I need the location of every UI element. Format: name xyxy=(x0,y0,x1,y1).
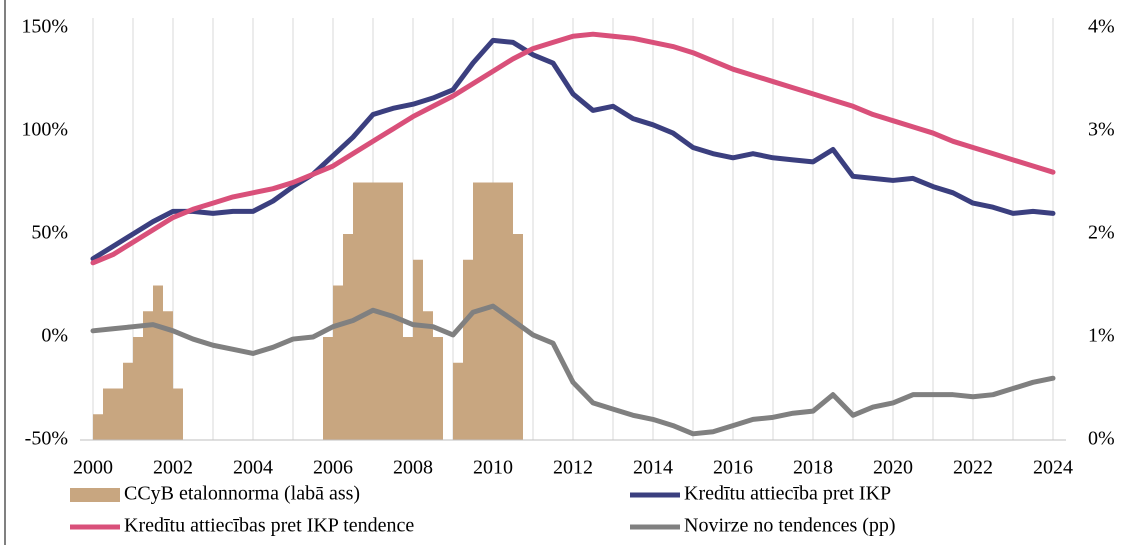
x-tick-label: 2018 xyxy=(793,457,833,479)
line xyxy=(90,31,1056,266)
y2-tick-label: 0% xyxy=(1088,428,1115,450)
bar xyxy=(153,285,163,440)
bar xyxy=(513,234,523,440)
bar xyxy=(123,362,133,440)
line xyxy=(90,37,1056,262)
bar xyxy=(333,285,343,440)
bar xyxy=(403,337,413,440)
y2-tick-label: 1% xyxy=(1088,325,1115,347)
x-tick-label: 2004 xyxy=(233,457,273,479)
y-tick-label: 100% xyxy=(21,119,68,141)
bar xyxy=(173,388,183,440)
bar xyxy=(113,388,123,440)
bar xyxy=(103,388,113,440)
x-tick-label: 2000 xyxy=(73,457,113,479)
bar xyxy=(503,182,513,440)
x-tick-label: 2012 xyxy=(553,457,593,479)
bar xyxy=(353,182,363,440)
bar xyxy=(433,337,443,440)
x-tick-label: 2006 xyxy=(313,457,353,479)
bar xyxy=(483,182,493,440)
x-tick-label: 2010 xyxy=(473,457,513,479)
bar xyxy=(143,311,153,440)
y-tick-label: 0% xyxy=(41,325,68,347)
bar xyxy=(163,311,173,440)
x-tick-label: 2008 xyxy=(393,457,433,479)
bar xyxy=(393,182,403,440)
x-tick-label: 2014 xyxy=(633,457,673,479)
bar xyxy=(423,311,433,440)
bar xyxy=(413,259,423,440)
legend-label: Kredītu attiecība pret IKP xyxy=(684,483,891,505)
x-tick-label: 2022 xyxy=(953,457,993,479)
bar xyxy=(463,259,473,440)
legend-label: Novirze no tendences (pp) xyxy=(684,515,896,537)
x-tick-label: 2020 xyxy=(873,457,913,479)
y2-tick-label: 3% xyxy=(1088,119,1115,141)
y2-tick-label: 4% xyxy=(1088,16,1115,38)
bar xyxy=(323,337,333,440)
bar xyxy=(453,362,463,440)
y-tick-label: -50% xyxy=(25,428,68,450)
x-tick-label: 2002 xyxy=(153,457,193,479)
line xyxy=(90,303,1056,437)
bar xyxy=(383,182,393,440)
legend-label: CCyB etalonnorma (labā ass) xyxy=(124,483,360,505)
legend-label: Kredītu attiecības pret IKP tendence xyxy=(124,515,414,537)
bar xyxy=(343,234,353,440)
x-tick-label: 2016 xyxy=(713,457,753,479)
y-tick-label: 150% xyxy=(21,16,68,38)
x-tick-label: 2024 xyxy=(1033,457,1073,479)
y-tick-label: 50% xyxy=(31,222,68,244)
y2-tick-label: 2% xyxy=(1088,222,1115,244)
legend-swatch xyxy=(70,488,120,502)
bar xyxy=(133,337,143,440)
bar xyxy=(93,414,103,440)
